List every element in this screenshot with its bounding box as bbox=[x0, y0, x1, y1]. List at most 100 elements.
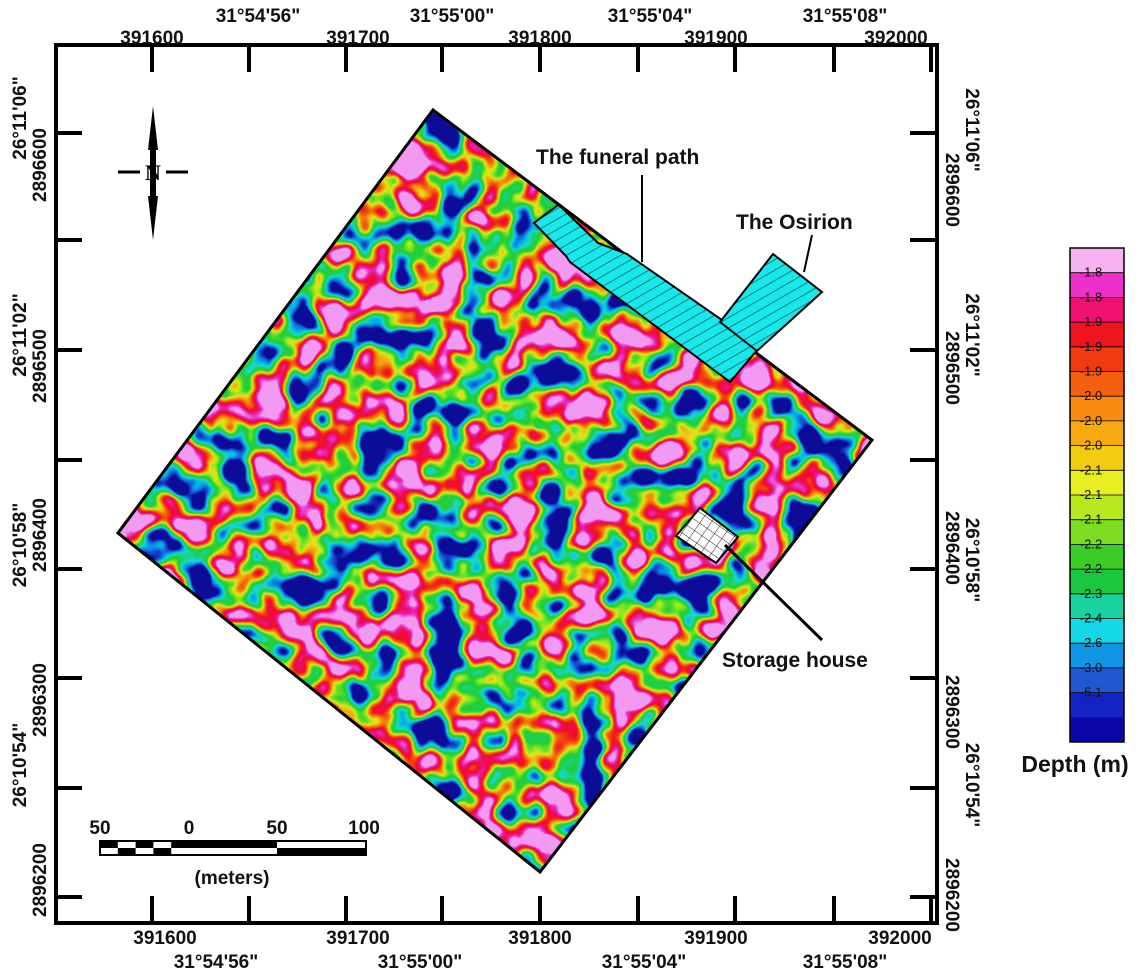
legend-value-0: -1.8 bbox=[1080, 265, 1102, 280]
bottom-utm-392000: 392000 bbox=[868, 928, 931, 949]
legend-swatch-18 bbox=[1070, 692, 1124, 718]
right-utm-2896200: 2896200 bbox=[941, 858, 962, 932]
legend-swatch-12 bbox=[1070, 544, 1124, 570]
right-dms-1: 26°11'06" bbox=[961, 88, 982, 171]
legend-value-6: -2.0 bbox=[1080, 413, 1102, 428]
top-utm-391800: 391800 bbox=[508, 28, 571, 49]
top-dms-3: 31°55'04" bbox=[608, 6, 693, 27]
scale-check-1 bbox=[117, 848, 136, 855]
scale-tick-50-left: 50 bbox=[89, 818, 110, 839]
right-utm-2896600: 2896600 bbox=[941, 153, 962, 227]
bottom-dms-4: 31°55'08" bbox=[803, 952, 888, 973]
osirion-shape bbox=[718, 252, 824, 353]
left-utm-2896400: 2896400 bbox=[30, 498, 51, 572]
legend-swatch-17 bbox=[1070, 667, 1124, 694]
legend-value-1: -1.8 bbox=[1080, 289, 1102, 304]
top-utm-391700: 391700 bbox=[326, 28, 389, 49]
bottom-utm-391900: 391900 bbox=[684, 928, 747, 949]
bottom-dms-2: 31°55'00" bbox=[378, 952, 463, 973]
top-dms-4: 31°55'08" bbox=[803, 6, 888, 27]
bottom-utm-391700: 391700 bbox=[326, 928, 389, 949]
legend-swatch-2 bbox=[1070, 297, 1124, 323]
right-utm-2896500: 2896500 bbox=[941, 331, 962, 405]
scale-check-3 bbox=[153, 848, 172, 855]
scale-tick-50: 50 bbox=[266, 818, 287, 839]
legend-swatch-15 bbox=[1070, 618, 1124, 644]
left-dms-3: 26°10'58" bbox=[10, 503, 31, 588]
legend-value-4: -1.9 bbox=[1080, 364, 1102, 379]
legend-swatch-10 bbox=[1070, 495, 1124, 521]
bottom-dms-1: 31°54'56" bbox=[174, 952, 259, 973]
legend-swatch-13 bbox=[1070, 569, 1124, 595]
frame-ticks bbox=[58, 47, 935, 921]
left-dms-2: 26°11'02" bbox=[10, 293, 31, 376]
right-dms-3: 26°10'58" bbox=[961, 518, 982, 603]
top-dms-1: 31°54'56" bbox=[216, 6, 301, 27]
north-arrow-icon: N bbox=[118, 106, 188, 240]
left-dms-4: 26°10'54" bbox=[10, 723, 31, 808]
legend-title: Depth (m) bbox=[1021, 751, 1128, 777]
legend-swatch-11 bbox=[1070, 519, 1124, 545]
legend-value-16: -3.0 bbox=[1080, 660, 1102, 675]
legend-value-8: -2.1 bbox=[1080, 462, 1102, 477]
scale-check-2 bbox=[135, 841, 154, 848]
legend-swatch-0 bbox=[1070, 248, 1124, 274]
map-frame bbox=[54, 43, 939, 925]
top-utm-391600: 391600 bbox=[120, 28, 183, 49]
legend-swatch-8 bbox=[1070, 445, 1124, 471]
scale-tick-0: 0 bbox=[184, 818, 195, 839]
left-utm-2896500: 2896500 bbox=[30, 329, 51, 403]
top-utm-392000: 392000 bbox=[864, 28, 927, 49]
legend-value-17: -5.1 bbox=[1080, 685, 1102, 700]
legend-value-9: -2.1 bbox=[1080, 487, 1102, 502]
osirion-label: The Osirion bbox=[736, 211, 853, 234]
legend-value-15: -2.6 bbox=[1080, 635, 1102, 650]
legend-value-14: -2.4 bbox=[1080, 611, 1102, 626]
osirion-leader bbox=[803, 234, 813, 273]
legend-swatch-5 bbox=[1070, 371, 1124, 397]
legend-value-13: -2.3 bbox=[1080, 586, 1102, 601]
legend-swatch-6 bbox=[1070, 396, 1124, 422]
legend-value-5: -2.0 bbox=[1080, 388, 1102, 403]
north-arrow-letter: N bbox=[145, 160, 161, 185]
scale-unit: (meters) bbox=[195, 868, 270, 889]
funeral-path-label: The funeral path bbox=[536, 146, 699, 169]
scale-check-0 bbox=[100, 841, 118, 848]
left-utm-2896300: 2896300 bbox=[30, 663, 51, 737]
legend-swatch-4 bbox=[1070, 346, 1124, 372]
right-dms-2: 26°11'02" bbox=[961, 293, 982, 376]
legend-swatch-14 bbox=[1070, 593, 1124, 619]
top-dms-2: 31°55'00" bbox=[410, 6, 495, 27]
storage-house-shape bbox=[674, 506, 740, 565]
legend-swatch-9 bbox=[1070, 470, 1124, 496]
scale-tick-100: 100 bbox=[348, 818, 380, 839]
scale-check-4 bbox=[171, 841, 189, 848]
left-dms-1: 26°11'06" bbox=[10, 76, 31, 159]
legend-value-12: -2.2 bbox=[1080, 561, 1102, 576]
legend-value-3: -1.9 bbox=[1080, 339, 1102, 354]
bottom-utm-391600: 391600 bbox=[133, 928, 196, 949]
right-utm-2896300: 2896300 bbox=[941, 675, 962, 749]
legend-swatch-3 bbox=[1070, 322, 1124, 348]
storage-house-leader bbox=[723, 543, 824, 642]
legend-border bbox=[1069, 247, 1125, 743]
left-utm-2896200: 2896200 bbox=[30, 843, 51, 917]
top-utm-391900: 391900 bbox=[684, 28, 747, 49]
legend-value-10: -2.1 bbox=[1080, 512, 1102, 527]
legend-value-7: -2.0 bbox=[1080, 438, 1102, 453]
left-utm-2896600: 2896600 bbox=[30, 128, 51, 202]
legend-swatch-1 bbox=[1070, 272, 1124, 298]
legend-swatch-16 bbox=[1070, 643, 1124, 669]
depth-legend: -1.8 -1.8 -1.9 -1.9 -1.9 -2.0 -2.0 -2.0 -2.1 -2.1… bbox=[1021, 247, 1129, 777]
legend-swatch-7 bbox=[1070, 420, 1124, 447]
right-utm-2896400: 2896400 bbox=[941, 511, 962, 585]
legend-value-11: -2.2 bbox=[1080, 536, 1102, 551]
bottom-utm-391800: 391800 bbox=[508, 928, 571, 949]
bottom-dms-3: 31°55'04" bbox=[602, 952, 687, 973]
scale-bar: 50 0 50 100 (meters) bbox=[89, 818, 379, 889]
legend-value-2: -1.9 bbox=[1080, 314, 1102, 329]
storage-house-label: Storage house bbox=[722, 649, 868, 672]
legend-swatch-19 bbox=[1070, 717, 1124, 743]
right-dms-4: 26°10'54" bbox=[961, 743, 982, 828]
